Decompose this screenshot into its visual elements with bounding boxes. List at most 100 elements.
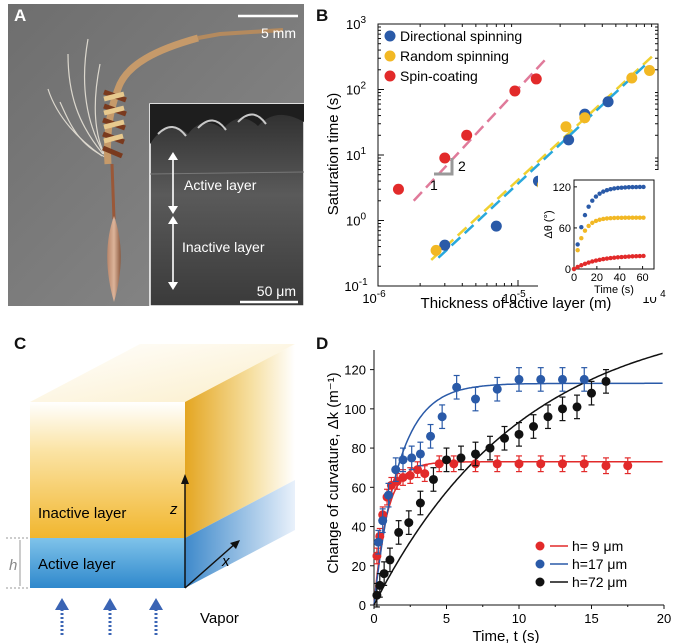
inset-data-point	[575, 242, 580, 247]
data-point	[428, 474, 438, 484]
data-point	[384, 490, 393, 500]
legend-label: Spin-coating	[400, 68, 478, 84]
inset-background	[538, 170, 660, 297]
block-side-face-active	[185, 480, 295, 588]
inset-data-point	[604, 256, 610, 261]
chart-b-points	[392, 65, 656, 256]
chart-d-ylabel: Change of curvature, Δk (m⁻¹)	[325, 372, 342, 573]
inset-data-point	[612, 215, 617, 221]
seed-awn-tip	[197, 28, 284, 40]
data-point	[579, 459, 589, 469]
data-point	[514, 374, 524, 384]
inset-data-point	[593, 194, 599, 199]
data-point	[558, 374, 567, 384]
block-side-face	[185, 344, 295, 538]
data-point	[536, 374, 546, 384]
panel-label-b: B	[316, 6, 329, 25]
data-point	[509, 85, 521, 97]
inset-data-point	[626, 215, 632, 220]
data-point	[543, 412, 553, 422]
seed-photo: 5 mm Active layer Inactive layer 50 μm	[8, 4, 304, 306]
data-point	[405, 471, 415, 481]
data-point	[379, 569, 389, 579]
data-point	[602, 96, 614, 108]
data-point	[415, 449, 425, 459]
inset-data-point	[586, 260, 591, 265]
data-point	[398, 455, 408, 465]
inset-data-point	[608, 215, 613, 221]
data-point	[587, 388, 596, 398]
block-top-face	[30, 344, 295, 402]
data-point	[391, 465, 401, 475]
data-point	[398, 473, 408, 482]
data-point	[452, 382, 462, 392]
data-point	[426, 431, 436, 441]
scale-bar-top-label: 5 mm	[261, 25, 296, 41]
inset-data-point	[633, 254, 639, 259]
inset-data-point	[593, 258, 599, 263]
data-point	[514, 429, 524, 439]
data-point	[439, 152, 451, 164]
inset-data-point	[626, 254, 632, 259]
data-point	[529, 422, 538, 431]
data-point	[407, 453, 417, 463]
data-point	[471, 394, 480, 404]
chart-b-inset: 0 20 40 60 0 60 120 Time (s) Δθ (°)	[538, 170, 660, 297]
x-axis	[184, 542, 237, 589]
inset-data-point	[575, 247, 580, 253]
thickness-bracket	[6, 537, 30, 589]
data-point	[558, 404, 567, 414]
chart-d-legend: h= 9 μm h=17 μm h=72 μm	[535, 538, 627, 590]
inset-x-tick-label: 40	[614, 272, 626, 284]
vapor-label: Vapor	[200, 610, 239, 627]
inset-data-point	[637, 184, 643, 190]
inset-data-point	[615, 215, 621, 221]
x-tick-label: 20	[657, 611, 671, 626]
data-point	[420, 469, 430, 479]
data-point	[461, 129, 473, 141]
data-point	[434, 459, 444, 469]
legend-marker	[384, 50, 396, 62]
y-tick-label: 40	[352, 520, 366, 535]
twisted-awn	[102, 89, 127, 159]
x-tick-label: 15	[584, 611, 598, 626]
data-point	[558, 459, 567, 469]
data-point	[375, 580, 385, 590]
inset-data-point	[590, 220, 595, 226]
inset-data-point	[612, 255, 617, 260]
inactive-layer-label: Inactive layer	[182, 239, 265, 255]
scale-bar-inset-label: 50 μm	[257, 283, 296, 299]
data-point	[601, 376, 611, 386]
y-tick-label: 80	[352, 441, 366, 456]
inset-data-point	[601, 216, 606, 222]
seed-body	[107, 216, 121, 302]
inset-data-point	[623, 254, 628, 259]
data-point	[490, 220, 502, 232]
active-layer-block	[30, 538, 185, 588]
inset-data-point	[590, 259, 595, 264]
slope-rise-label: 2	[458, 158, 466, 174]
slope-run-label: 1	[430, 177, 438, 193]
y-tick-label: 20	[352, 559, 366, 574]
chart-b-legend: Directional spinning Random spinning Spin-…	[384, 28, 522, 84]
inset-data-point	[637, 253, 643, 259]
legend-label: Directional spinning	[400, 28, 522, 44]
data-point	[500, 433, 509, 443]
chart-b-xlabel: Thickness of active layer (m)	[421, 295, 612, 312]
legend-marker	[535, 577, 545, 587]
slope-marker: 1 2	[430, 158, 466, 193]
inset-data-point	[586, 223, 591, 229]
data-point	[536, 459, 546, 469]
inset-y-tick-label: 0	[565, 264, 571, 276]
inset-data-point	[604, 187, 610, 193]
inset-data-point	[619, 185, 624, 190]
inset-data-point	[630, 184, 635, 190]
sem-inset: Active layer Inactive layer 50 μm	[149, 103, 304, 306]
y-tick-label: 100	[344, 402, 366, 417]
data-point	[442, 455, 451, 465]
data-point	[579, 374, 589, 384]
thickness-label: h	[9, 557, 17, 574]
fit-curve	[373, 382, 663, 606]
